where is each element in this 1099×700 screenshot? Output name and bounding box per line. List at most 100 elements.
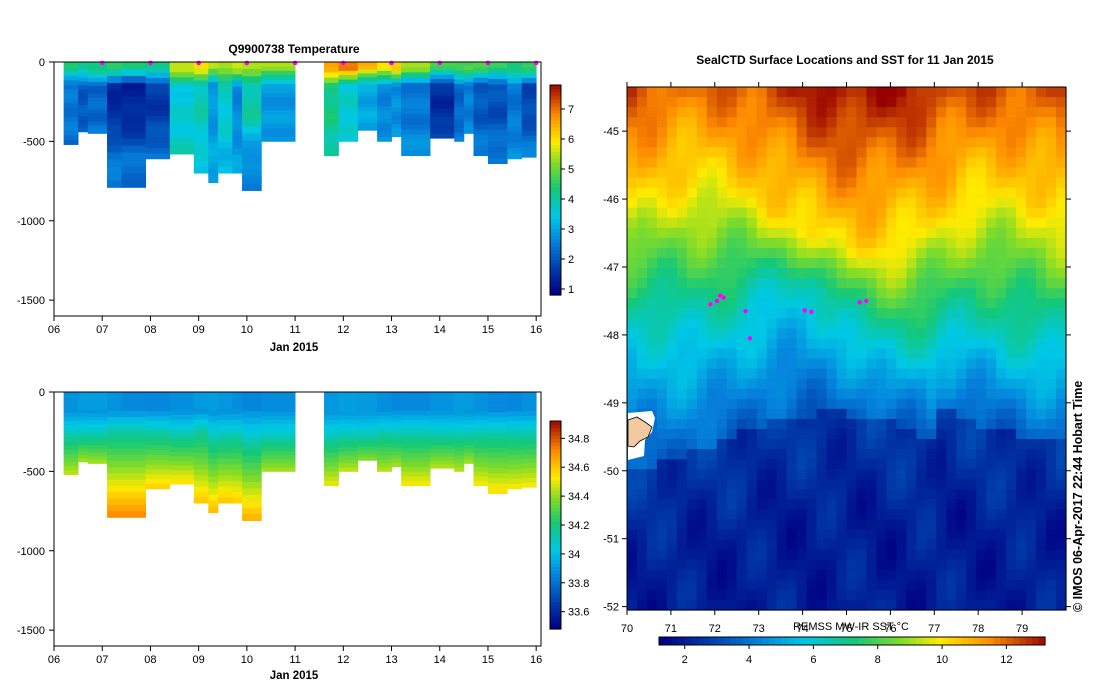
temperature-cell bbox=[169, 108, 195, 114]
sst-cell bbox=[946, 97, 957, 108]
sst-cell bbox=[896, 418, 907, 430]
salinity-cell bbox=[507, 440, 523, 446]
sst-cell bbox=[846, 247, 858, 259]
sst-cell bbox=[926, 499, 937, 511]
sst-cell bbox=[946, 408, 957, 420]
sst-cell bbox=[726, 599, 738, 611]
sst-cell bbox=[726, 207, 738, 219]
sst-cell bbox=[766, 418, 778, 430]
sst-cell bbox=[836, 157, 848, 169]
temperature-cell bbox=[232, 105, 243, 112]
sst-cell bbox=[896, 237, 907, 249]
sst-cell bbox=[996, 398, 1007, 410]
y-tick-label: -1500 bbox=[17, 625, 45, 637]
sst-cell bbox=[766, 227, 778, 239]
sst-cell bbox=[796, 569, 808, 581]
sst-cell bbox=[746, 489, 758, 500]
sst-cell bbox=[826, 529, 838, 541]
sst-cell bbox=[916, 378, 927, 390]
sst-cell bbox=[836, 479, 848, 490]
sst-cell bbox=[1046, 599, 1057, 611]
temperature-cell bbox=[391, 82, 402, 88]
colorbar-segment bbox=[550, 573, 561, 578]
salinity-cell bbox=[391, 410, 402, 415]
salinity-cell bbox=[169, 392, 195, 398]
sst-cell bbox=[736, 549, 748, 561]
salinity-cell bbox=[242, 392, 262, 399]
temperature-cell bbox=[63, 103, 79, 109]
sst-cell bbox=[976, 569, 987, 581]
sst-cell bbox=[796, 217, 808, 229]
sst-cell bbox=[996, 479, 1007, 490]
sst-cell bbox=[886, 398, 897, 410]
sst-cell bbox=[986, 157, 997, 169]
sst-cell bbox=[716, 217, 728, 229]
sst-cell bbox=[956, 187, 967, 199]
sst-cell bbox=[996, 298, 1007, 309]
sst-cell bbox=[886, 529, 897, 541]
sst-cell bbox=[766, 97, 778, 108]
salinity-cell bbox=[261, 423, 296, 429]
colorbar-segment bbox=[723, 637, 731, 645]
temperature-cell bbox=[338, 75, 359, 81]
sst-cell bbox=[1046, 479, 1057, 490]
sst-cell bbox=[806, 278, 818, 289]
sst-cell bbox=[726, 539, 738, 551]
sst-cell bbox=[986, 197, 997, 209]
salinity-cell bbox=[87, 409, 108, 414]
salinity-cell bbox=[454, 455, 465, 460]
sst-cell bbox=[1036, 398, 1047, 410]
sst-cell bbox=[896, 539, 907, 551]
sst-cell bbox=[826, 338, 838, 350]
sst-cell bbox=[846, 227, 858, 239]
sst-cell bbox=[666, 499, 678, 511]
temperature-cell bbox=[430, 78, 455, 84]
sst-cell bbox=[976, 298, 987, 309]
colorbar-segment bbox=[787, 637, 795, 645]
sst-cell bbox=[756, 348, 768, 360]
sst-cell bbox=[846, 569, 858, 581]
sst-cell bbox=[886, 348, 897, 360]
salinity-cell bbox=[487, 447, 508, 454]
sst-cell bbox=[706, 408, 718, 420]
sst-cell bbox=[956, 328, 967, 340]
sst-cell bbox=[1016, 268, 1027, 279]
temperature-cell bbox=[242, 97, 262, 106]
sst-cell bbox=[836, 509, 848, 521]
salinity-cell bbox=[107, 429, 122, 437]
sst-cell bbox=[686, 247, 698, 259]
sst-cell bbox=[956, 117, 967, 128]
sst-cell bbox=[666, 107, 678, 118]
salinity-cell bbox=[473, 392, 489, 398]
salinity-cell bbox=[338, 463, 359, 468]
sst-cell bbox=[946, 177, 957, 189]
colorbar-segment bbox=[550, 570, 561, 575]
colorbar-segment bbox=[550, 594, 561, 599]
sst-cell bbox=[1036, 298, 1047, 309]
temperature-cell bbox=[357, 62, 378, 67]
sst-cell bbox=[936, 348, 947, 360]
salinity-cell bbox=[261, 415, 296, 421]
sst-cell bbox=[866, 278, 878, 289]
sst-cell bbox=[836, 378, 848, 390]
sst-cell bbox=[726, 187, 738, 199]
sst-cell bbox=[966, 127, 977, 138]
sst-cell bbox=[816, 117, 828, 128]
salinity-cell bbox=[63, 445, 79, 451]
salinity-cell bbox=[63, 437, 79, 442]
sst-cell bbox=[996, 368, 1007, 380]
sst-cell bbox=[736, 418, 748, 430]
sst-cell bbox=[886, 97, 897, 108]
salinity-cell bbox=[145, 459, 171, 466]
sst-cell bbox=[916, 328, 927, 340]
sst-cell bbox=[926, 117, 937, 128]
salinity-cell bbox=[430, 418, 455, 423]
sst-cell bbox=[876, 227, 888, 239]
sst-cell bbox=[766, 599, 778, 611]
sst-cell bbox=[946, 378, 957, 390]
salinity-cell bbox=[78, 444, 89, 449]
sst-cell bbox=[996, 308, 1007, 319]
sst-cell bbox=[876, 207, 888, 219]
sst-cell bbox=[846, 428, 858, 440]
colorbar-segment bbox=[761, 637, 769, 645]
